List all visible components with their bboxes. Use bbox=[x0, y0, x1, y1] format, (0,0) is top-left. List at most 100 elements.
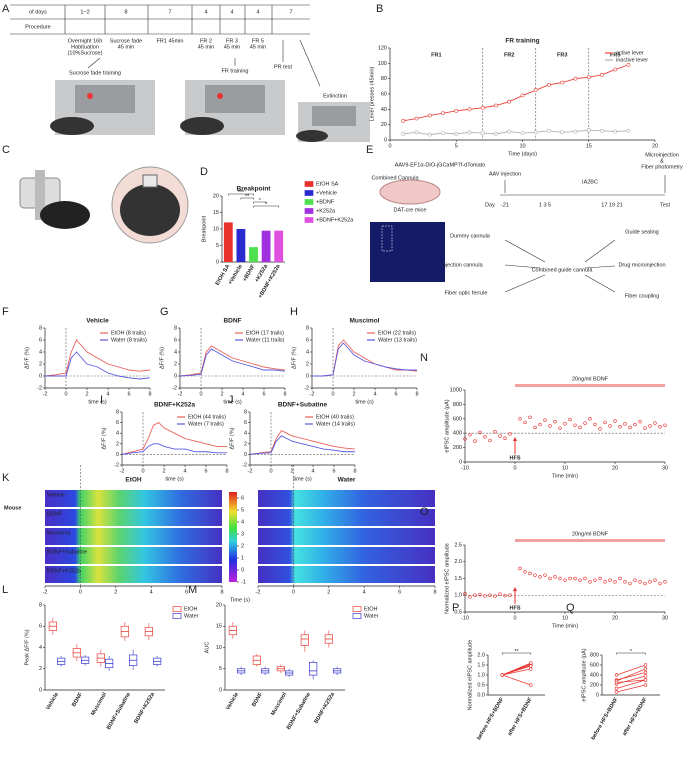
chart-title: BDNF+Subatine bbox=[278, 402, 328, 409]
schematic-label: Fiber coupling bbox=[625, 293, 660, 299]
x-tick-label: after HFS+BDNF bbox=[622, 696, 649, 737]
x-tick-label: 2 bbox=[114, 589, 117, 595]
day-count: 4 bbox=[204, 9, 207, 15]
point bbox=[623, 580, 627, 584]
step-label: FR 3 bbox=[226, 38, 238, 44]
y-axis-label: AUC bbox=[204, 642, 210, 654]
x-tick-label: 2 bbox=[327, 589, 330, 595]
y-tick-label: 4 bbox=[244, 431, 247, 437]
point bbox=[523, 570, 527, 574]
y-tick-label: 0.5 bbox=[477, 682, 485, 688]
x-tick-label: 0 bbox=[269, 468, 272, 474]
step-label: (10%Sucrose) bbox=[68, 50, 103, 56]
panel-letter: J bbox=[228, 394, 234, 406]
x-tick-label: BDNF+Subatine bbox=[286, 692, 312, 731]
series-line bbox=[179, 348, 286, 377]
y-tick-label: -2 bbox=[114, 462, 119, 468]
x-tick-label: 6 bbox=[332, 468, 335, 474]
legend-label: Water bbox=[184, 613, 199, 619]
day-count: 7 bbox=[168, 9, 171, 15]
colorbar bbox=[229, 492, 237, 582]
point bbox=[663, 580, 667, 584]
point bbox=[498, 592, 502, 596]
step-label: Sucrose fade bbox=[110, 38, 142, 44]
point bbox=[653, 578, 657, 582]
legend-label: Water (7 trails) bbox=[188, 421, 224, 427]
colorbar-tick-label: -1 bbox=[241, 579, 246, 585]
panel-letter: P bbox=[452, 602, 459, 614]
point bbox=[593, 578, 597, 582]
link bbox=[504, 274, 546, 293]
legend-swatch bbox=[304, 199, 314, 205]
point bbox=[507, 129, 512, 134]
point bbox=[507, 99, 512, 104]
point bbox=[598, 427, 602, 431]
schematic-label: IA2BC bbox=[582, 179, 598, 185]
y-tick-label: 4 bbox=[39, 645, 42, 651]
x-tick-label: after HFS+BDNF bbox=[507, 696, 534, 737]
y-tick-label: 0 bbox=[219, 687, 222, 693]
point bbox=[548, 576, 552, 581]
y-tick-label: 8 bbox=[116, 409, 119, 415]
x-tick-label: 4 bbox=[106, 391, 109, 397]
mouse bbox=[40, 201, 90, 229]
y-axis-label: eIPSC amplitude (pA) bbox=[581, 648, 587, 701]
bar bbox=[223, 222, 233, 262]
legend-swatch bbox=[304, 190, 314, 196]
y-tick-label: 100 bbox=[378, 61, 387, 67]
day-count: 8 bbox=[124, 9, 127, 15]
point bbox=[480, 105, 485, 110]
point bbox=[528, 415, 532, 420]
point bbox=[598, 576, 602, 581]
point bbox=[560, 130, 565, 135]
y-axis-label: Normalized eIPSC amplitude bbox=[467, 640, 473, 711]
row-label: Procedure bbox=[25, 24, 50, 30]
y-tick-label: -2 bbox=[172, 385, 177, 391]
point bbox=[643, 663, 648, 667]
chart-title: BDNF bbox=[223, 318, 241, 325]
point bbox=[614, 686, 619, 691]
schematic-label: DAT-cre mice bbox=[394, 207, 427, 213]
panel-letter: K bbox=[2, 472, 10, 484]
schematic-label: Drug microinjection bbox=[618, 262, 665, 268]
stage-label: PR test bbox=[274, 64, 293, 70]
x-tick-label: 5 bbox=[455, 143, 458, 149]
y-tick-label: 0 bbox=[596, 692, 599, 698]
step-label: 45 min bbox=[224, 44, 241, 50]
stimulus-label: HFS bbox=[510, 605, 521, 611]
y-tick-label: 4 bbox=[174, 349, 177, 355]
arrow bbox=[87, 57, 101, 69]
legend-swatch bbox=[304, 217, 314, 223]
point bbox=[500, 673, 504, 677]
y-tick-label: 8 bbox=[174, 325, 177, 331]
y-tick-label: 800 bbox=[453, 402, 462, 408]
x-tick-label: 6 bbox=[394, 391, 397, 397]
y-tick-label: 0 bbox=[39, 687, 42, 693]
chamber-wall bbox=[75, 85, 135, 113]
heatmap-row bbox=[258, 566, 435, 583]
y-tick-label: 2 bbox=[174, 361, 177, 367]
point bbox=[628, 425, 632, 430]
series-line bbox=[312, 342, 417, 377]
point bbox=[643, 667, 648, 671]
legend-label: active lever bbox=[616, 50, 644, 56]
y-tick-label: 0 bbox=[174, 373, 177, 379]
chart-title: FR training bbox=[505, 38, 539, 45]
significance-label: * bbox=[259, 198, 262, 204]
x-tick-label: Vehicle bbox=[45, 692, 60, 711]
point bbox=[643, 674, 648, 678]
point bbox=[643, 678, 648, 682]
point bbox=[663, 423, 667, 427]
colorbar-tick-label: 5 bbox=[241, 507, 244, 513]
y-tick-label: 80 bbox=[381, 76, 387, 82]
point bbox=[494, 131, 498, 136]
heatmap-row bbox=[258, 547, 435, 564]
link bbox=[504, 239, 546, 263]
point bbox=[533, 573, 537, 577]
x-tick-label: 6 bbox=[185, 589, 188, 595]
heatmap-row bbox=[258, 528, 435, 545]
x-tick-label: 30 bbox=[662, 615, 668, 621]
point bbox=[503, 593, 507, 598]
y-tick-label: 0 bbox=[216, 259, 219, 265]
